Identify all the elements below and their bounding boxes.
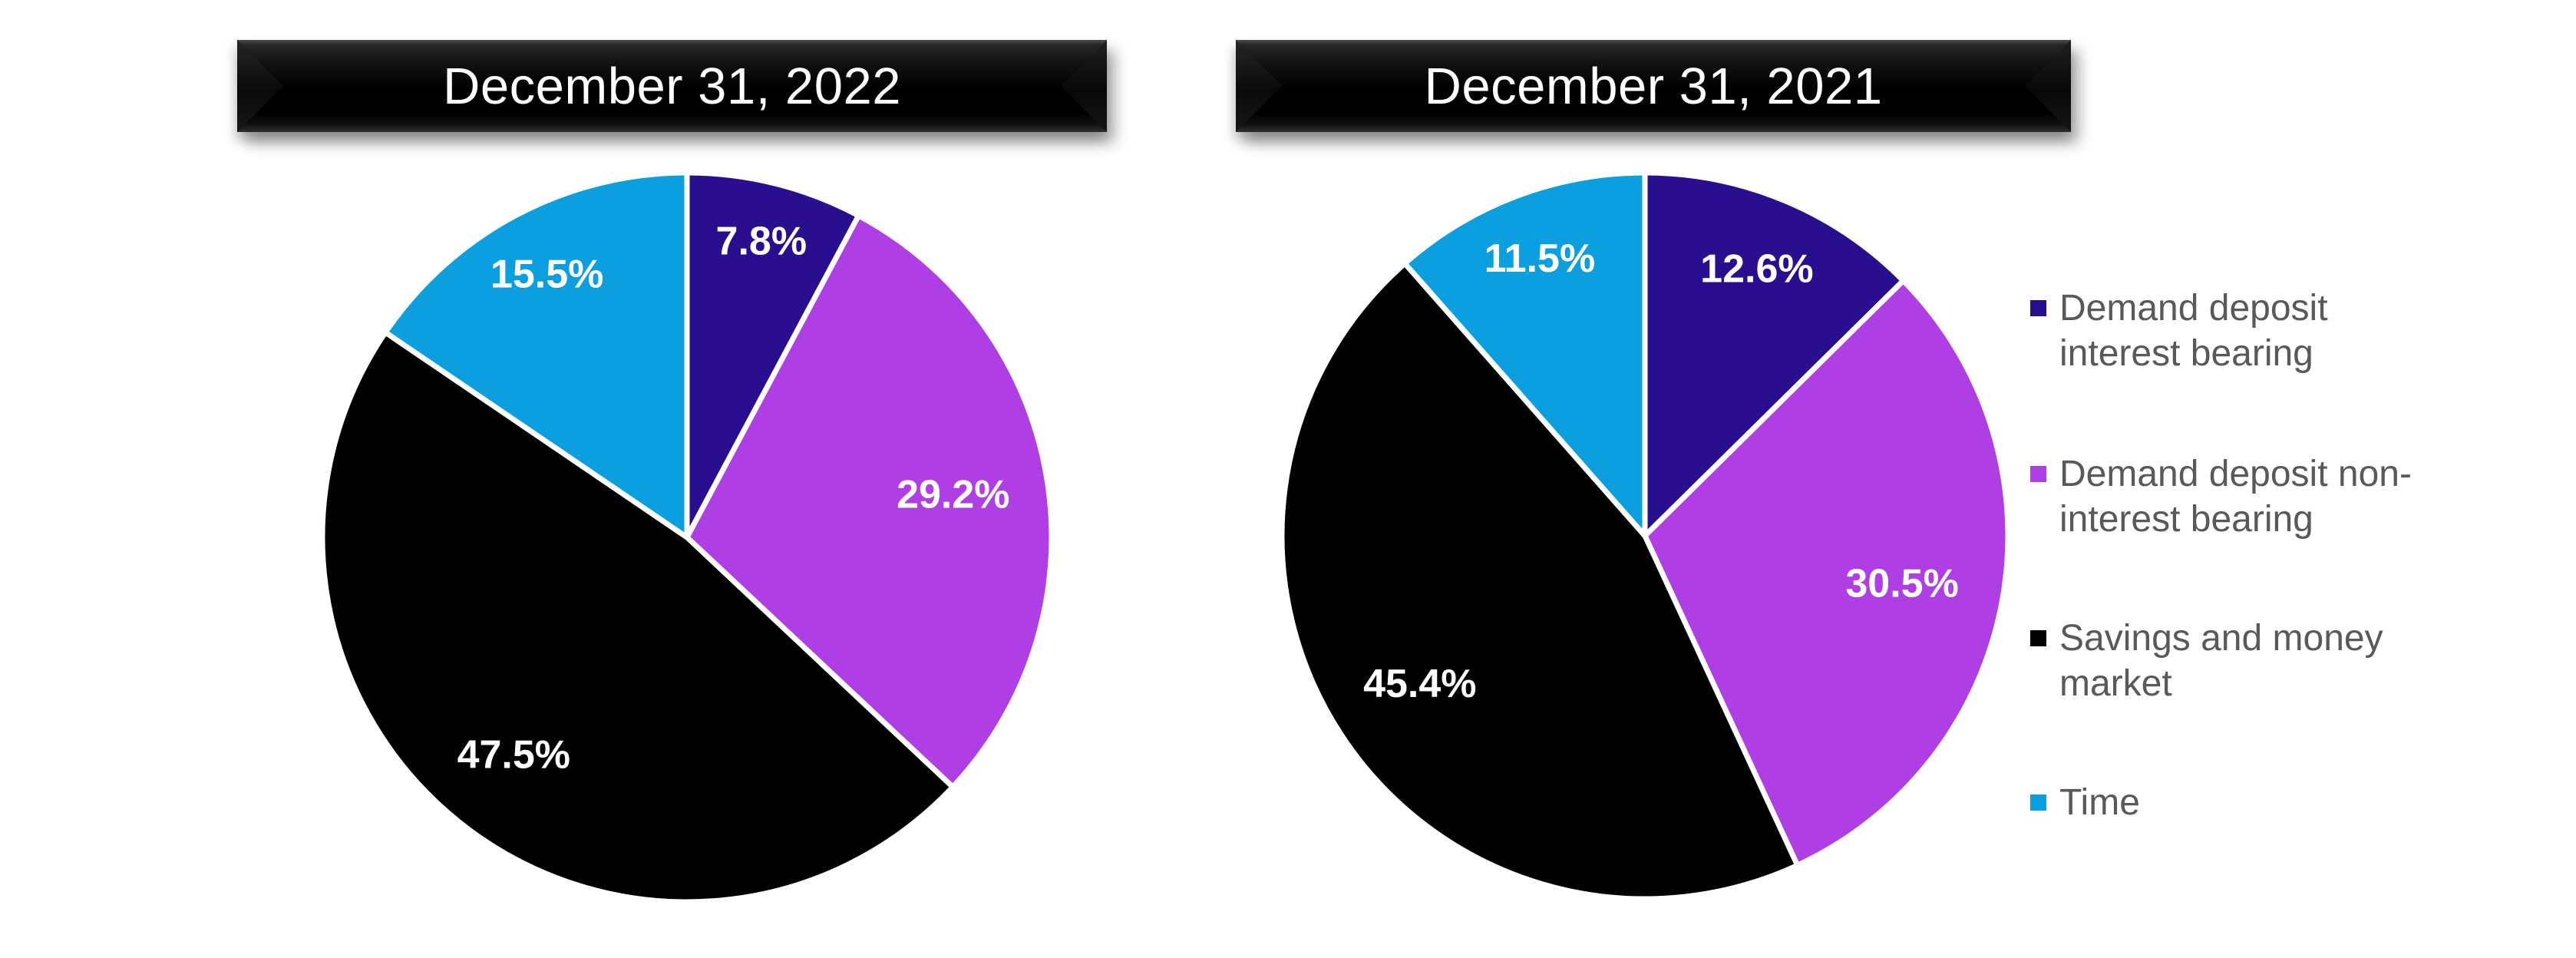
title-plate-2021: December 31, 2021: [1236, 40, 2071, 132]
legend-label: Time: [2059, 782, 2140, 823]
chart-title-2021: December 31, 2021: [1424, 57, 1883, 115]
legend-swatch-icon: [2030, 794, 2046, 811]
pie-slice-time: [1402, 170, 1648, 539]
pie-slice-savings-and-money-market: [1279, 260, 1801, 902]
legend-label: Savings and money market: [2059, 618, 2383, 704]
pie-value-label: 7.8%: [716, 220, 807, 264]
legend-label: Demand deposit non-interest bearing: [2059, 454, 2412, 540]
legend-item-savings-and-money-market: Savings and money market: [2030, 616, 2475, 706]
title-plate-2022: December 31, 2022: [237, 40, 1107, 132]
pie-value-label: 12.6%: [1700, 247, 1813, 292]
legend-item-time: Time: [2030, 780, 2475, 825]
legend-swatch-icon: [2030, 466, 2046, 482]
pie-slice-time: [382, 170, 690, 540]
legend-swatch-icon: [2030, 300, 2046, 316]
pie-value-label: 47.5%: [457, 732, 570, 777]
pie-chart-312021: 12.6% 30.5% 45.4% 11.5%: [1279, 170, 2011, 902]
pie-value-label: 15.5%: [490, 253, 603, 297]
pie-chart-312022: 7.8% 29.2% 47.5% 15.5%: [319, 170, 1055, 905]
legend-item-demand-deposit-non-interest-bearing: Demand deposit non-interest bearing: [2030, 451, 2475, 542]
pie-value-label: 11.5%: [1485, 236, 1596, 281]
pie-value-label: 45.4%: [1363, 662, 1476, 706]
legend-swatch-icon: [2030, 630, 2046, 646]
pie-slice-demand-deposit-interest-bearing: [1642, 170, 1907, 539]
legend-item-demand-deposit-interest-bearing: Demand deposit interest bearing: [2030, 286, 2475, 376]
pie-value-label: 29.2%: [897, 473, 1009, 517]
chart-title-2022: December 31, 2022: [443, 57, 901, 115]
pie-value-label: 30.5%: [1845, 561, 1958, 606]
pie-slice-demand-deposit-non-interest-bearing: [684, 213, 1055, 790]
pie-slice-demand-deposit-interest-bearing: [684, 170, 862, 540]
pie-slice-savings-and-money-market: [319, 329, 956, 905]
pie-slice-demand-deposit-non-interest-bearing: [1642, 278, 2011, 868]
legend-label: Demand deposit interest bearing: [2059, 288, 2328, 374]
